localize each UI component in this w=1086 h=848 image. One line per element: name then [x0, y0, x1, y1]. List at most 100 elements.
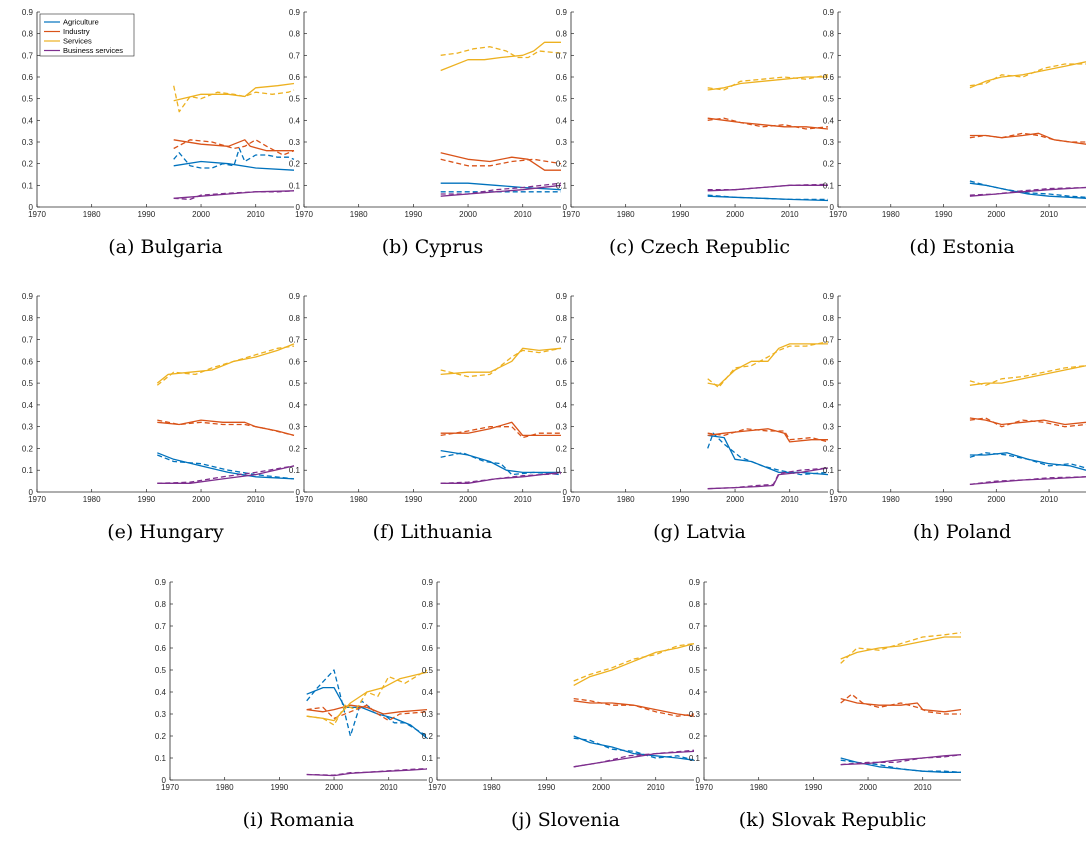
y-tick-label: 0.8 [823, 30, 835, 39]
y-tick-label: 0.4 [289, 401, 301, 410]
series-line-dashed-1 [969, 452, 1086, 469]
y-tick-label: 0.8 [22, 314, 34, 323]
y-tick-label: 0.9 [22, 292, 34, 301]
series-line-dashed-7 [440, 182, 562, 195]
y-tick-label: 0.7 [155, 622, 167, 631]
series-line-dashed-7 [707, 467, 829, 490]
y-tick-label: 0.8 [689, 600, 701, 609]
y-tick-label: 0.8 [422, 600, 434, 609]
x-tick-label: 1990 [137, 210, 155, 219]
x-tick-label: 1970 [428, 783, 446, 792]
y-tick-label: 0.1 [289, 181, 301, 190]
subplot-4: 0 0.1 0.2 0.3 0.4 0.5 0.6 0.7 0.8 0.9 1970 1980 1990… [823, 8, 1086, 258]
series-line-services [173, 82, 295, 102]
series-line-solid-0 [707, 434, 829, 476]
x-tick-label: 2000 [987, 495, 1005, 504]
series-line-dashed-7 [173, 190, 295, 201]
series-line-solid-4 [969, 61, 1086, 89]
series-line-agriculture [173, 160, 295, 171]
y-tick-label: 0.3 [155, 710, 167, 719]
series-line-dashed-5 [840, 631, 962, 664]
series-line-solid-2 [840, 697, 962, 713]
subplot-caption: (h) Poland [913, 521, 1011, 543]
y-tick-label: 0 [563, 203, 568, 212]
x-tick-label: 1980 [350, 210, 368, 219]
y-tick-label: 0.7 [289, 51, 301, 60]
y-tick-label: 0.8 [22, 30, 34, 39]
x-tick-label: 1970 [295, 210, 313, 219]
y-tick-label: 0.9 [823, 8, 835, 17]
x-tick-label: 1980 [83, 210, 101, 219]
series-line-business-services [173, 190, 295, 199]
y-tick-label: 0.6 [289, 73, 301, 82]
subplot-8: 0 0.1 0.2 0.3 0.4 0.5 0.6 0.7 0.8 0.9 1970 1980 1990… [823, 292, 1086, 543]
x-tick-label: 1970 [829, 210, 847, 219]
y-tick-label: 0.7 [689, 622, 701, 631]
x-tick-label: 2000 [325, 783, 343, 792]
y-tick-label: 0 [296, 488, 301, 497]
y-tick-label: 0.7 [556, 336, 568, 345]
x-tick-label: 2010 [247, 495, 265, 504]
y-tick-label: 0.8 [289, 314, 301, 323]
x-tick-label: 1980 [483, 783, 501, 792]
subplot-9: 0 0.1 0.2 0.3 0.4 0.5 0.6 0.7 0.8 0.9 1970 1980 1990… [155, 578, 428, 831]
series-line-dashed-3 [573, 697, 695, 717]
y-tick-label: 0.5 [22, 95, 34, 104]
y-tick-label: 0.3 [556, 138, 568, 147]
y-tick-label: 0.3 [22, 138, 34, 147]
subplot-7: 0 0.1 0.2 0.3 0.4 0.5 0.6 0.7 0.8 0.9 1970 1980 1990… [556, 292, 829, 543]
y-tick-label: 0.7 [422, 622, 434, 631]
y-tick-label: 0.5 [556, 95, 568, 104]
y-tick-label: 0.2 [155, 732, 167, 741]
series-line-dashed-1 [840, 759, 962, 773]
x-tick-label: 1990 [804, 783, 822, 792]
series-line-solid-4 [969, 365, 1086, 386]
x-tick-label: 1980 [350, 495, 368, 504]
y-tick-label: 0.9 [556, 292, 568, 301]
x-tick-label: 2000 [859, 783, 877, 792]
y-tick-label: 0 [830, 203, 835, 212]
y-tick-label: 0 [696, 776, 701, 785]
series-line-dashed-1 [440, 452, 562, 476]
y-tick-label: 0.6 [823, 73, 835, 82]
x-tick-label: 1990 [270, 783, 288, 792]
series-line-dashed-5 [173, 85, 295, 113]
x-tick-label: 2010 [781, 495, 799, 504]
y-tick-label: 0.1 [22, 466, 34, 475]
y-tick-label: 0.7 [289, 336, 301, 345]
y-tick-label: 0.8 [289, 30, 301, 39]
y-tick-label: 0.6 [556, 73, 568, 82]
x-tick-label: 2010 [914, 783, 932, 792]
series-line-dashed-5 [573, 642, 695, 682]
series-line-solid-2 [707, 117, 829, 130]
y-tick-label: 0.6 [155, 644, 167, 653]
y-tick-label: 0.6 [289, 357, 301, 366]
x-tick-label: 1980 [882, 210, 900, 219]
y-tick-label: 0.2 [689, 732, 701, 741]
y-tick-label: 0.8 [155, 600, 167, 609]
series-line-dashed-3 [157, 419, 295, 437]
y-tick-label: 0 [429, 776, 434, 785]
y-tick-label: 0.3 [422, 710, 434, 719]
x-tick-label: 2010 [647, 783, 665, 792]
series-line-solid-4 [840, 636, 961, 660]
series-line-dashed-1 [573, 737, 695, 761]
series-line-dashed-3 [969, 132, 1086, 143]
subplot-6: 0 0.1 0.2 0.3 0.4 0.5 0.6 0.7 0.8 0.9 1970 1980 1990… [289, 292, 562, 543]
x-tick-label: 2000 [592, 783, 610, 792]
x-tick-label: 2010 [380, 783, 398, 792]
series-line-dashed-5 [440, 46, 562, 59]
series-line-dashed-3 [440, 158, 562, 167]
legend-label: Business services [63, 46, 123, 55]
series-line-dashed-7 [157, 465, 295, 484]
y-tick-label: 0 [162, 776, 167, 785]
y-tick-label: 0.3 [823, 423, 835, 432]
x-tick-label: 2000 [192, 495, 210, 504]
x-tick-label: 2000 [987, 210, 1005, 219]
series-line-solid-4 [440, 347, 562, 376]
y-tick-label: 0.3 [289, 423, 301, 432]
y-tick-label: 0.4 [556, 116, 568, 125]
subplot-caption: (i) Romania [243, 809, 355, 831]
